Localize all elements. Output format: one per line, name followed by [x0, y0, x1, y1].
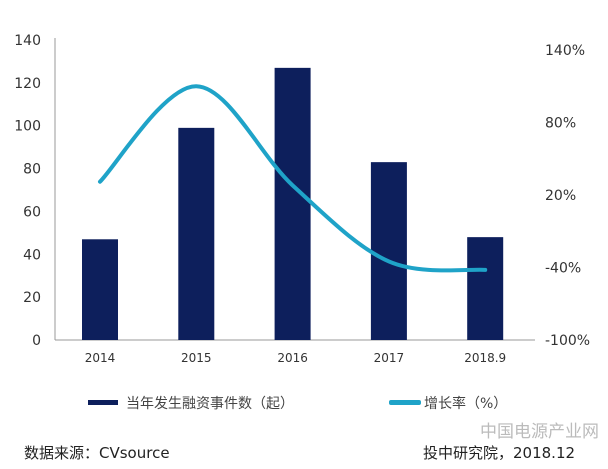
x-tick-label: 2017 [374, 351, 405, 365]
watermark: 中国电源产业网 [480, 422, 599, 442]
bar-2014 [82, 239, 118, 340]
bar-2017 [370, 162, 407, 340]
left-tick-label: 140 [14, 33, 41, 49]
right-tick-label: -40% [545, 261, 581, 277]
right-axis-ticks: -100% -40% 20% 80% 140% [545, 43, 590, 349]
growth-line [98, 84, 488, 273]
right-tick-label: 140% [545, 43, 585, 59]
left-tick-label: 0 [32, 333, 41, 349]
x-tick-label: 2014 [85, 351, 116, 365]
bar-2018.9 [467, 237, 504, 340]
legend-bar-label: 当年发生融资事件数（起） [126, 396, 294, 412]
legend-line-label: 增长率（%） [424, 395, 507, 412]
x-tick-label: 2018.9 [464, 351, 506, 365]
right-tick-label: 20% [545, 188, 576, 204]
legend-bar-swatch [88, 400, 118, 405]
left-tick-label: 80 [23, 162, 41, 178]
left-axis-ticks: 0 20 40 60 80 100 120 140 [14, 33, 41, 349]
legend-line-swatch [389, 400, 421, 405]
left-tick-label: 40 [23, 247, 41, 263]
credit-note: 投中研究院，2018.12 [423, 444, 575, 462]
bar-2015 [178, 127, 215, 340]
x-tick-label: 2016 [277, 351, 308, 365]
left-tick-label: 20 [23, 290, 41, 306]
x-axis-ticks: 2014 2015 2016 2017 2018.9 [85, 351, 506, 365]
right-tick-label: -100% [545, 333, 590, 349]
left-tick-label: 120 [14, 76, 41, 92]
source-note: 数据来源：CVsource [24, 444, 170, 462]
x-tick-label: 2015 [181, 351, 212, 365]
right-tick-label: 80% [545, 116, 576, 132]
bar-2016 [274, 67, 311, 340]
left-tick-label: 60 [23, 204, 41, 220]
bars [82, 67, 504, 340]
left-tick-label: 100 [14, 119, 41, 135]
